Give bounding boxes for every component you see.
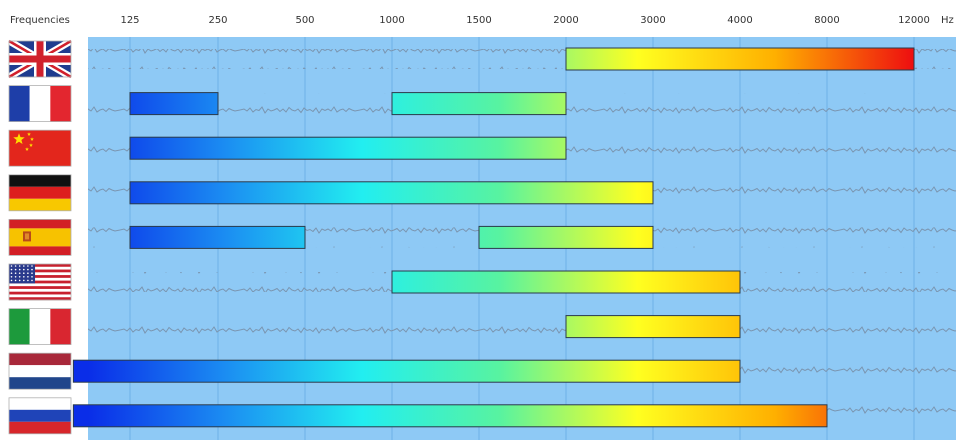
italy-flag-icon: [8, 308, 72, 346]
header-label: Frequencies: [10, 15, 70, 26]
spain-flag-icon: [8, 218, 72, 256]
united-states-flag-icon: [8, 263, 72, 301]
russia-flag-icon: [8, 397, 72, 435]
tick-label-1500: 1500: [466, 15, 491, 26]
tick-label-500: 500: [295, 15, 314, 26]
waveform-row-7: [88, 316, 956, 337]
range-bars: [72, 47, 915, 428]
tick-label-12000: 12000: [898, 15, 930, 26]
range-bar-united-kingdom-1: [565, 47, 915, 71]
tick-label-250: 250: [208, 15, 227, 26]
united-kingdom-flag-icon: [7, 37, 73, 81]
range-bar-germany-1: [129, 181, 654, 205]
tick-label-2000: 2000: [553, 15, 578, 26]
france-flag-icon: [8, 85, 72, 122]
range-bar-france-1: [129, 92, 219, 116]
flags: [7, 37, 73, 435]
tick-label-8000: 8000: [814, 15, 839, 26]
tick-label-4000: 4000: [727, 15, 752, 26]
range-bar-france-2: [391, 92, 567, 116]
range-bar-italy-1: [565, 315, 741, 339]
tick-label-125: 125: [120, 15, 139, 26]
netherlands-flag-icon: [8, 352, 72, 390]
range-bar-united-states-1: [391, 270, 741, 294]
tick-label-3000: 3000: [640, 15, 665, 26]
china-flag-icon: [8, 129, 72, 167]
range-bar-russia-1: [72, 404, 828, 428]
range-bar-spain-1: [129, 225, 306, 249]
germany-flag-icon: [8, 174, 72, 212]
tick-label-1000: 1000: [379, 15, 404, 26]
range-bar-netherlands-1: [72, 359, 741, 383]
x-axis-tick-labels: 125 250 500 1000 1500 2000 3000 4000 8000 12000: [120, 15, 929, 26]
range-bar-china-1: [129, 136, 567, 160]
range-bar-spain-2: [478, 225, 654, 249]
unit-label: Hz: [941, 15, 954, 26]
